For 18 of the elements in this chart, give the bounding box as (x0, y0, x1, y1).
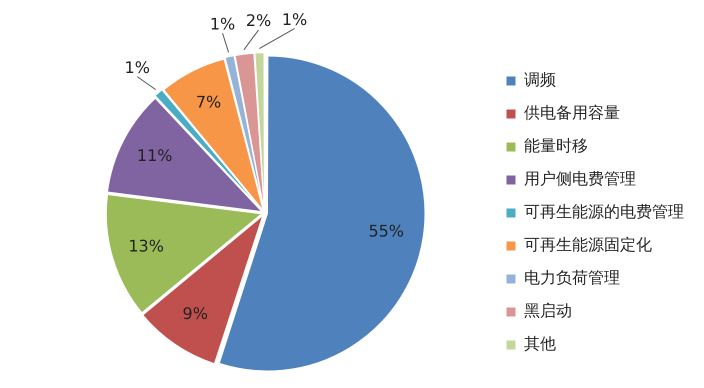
data-label: 13% (128, 236, 164, 256)
data-label: 7% (196, 92, 222, 112)
data-label: 1% (282, 10, 308, 29)
data-label: 2% (246, 11, 272, 30)
legend-label: 能量时移 (524, 136, 588, 156)
legend-label: 调频 (524, 70, 556, 90)
data-label: 1% (210, 14, 236, 34)
legend-label: 黑启动 (524, 301, 572, 320)
data-label: 11% (136, 146, 172, 166)
data-label: 9% (182, 304, 208, 324)
legend-label: 可再生能源的电费管理 (524, 202, 684, 222)
legend-label: 其他 (524, 334, 556, 354)
data-label: 1% (124, 58, 150, 77)
legend-label: 可再生能源固定化 (524, 235, 652, 254)
legend-label: 电力负荷管理 (524, 268, 620, 288)
legend-label: 供电备用容量 (524, 103, 620, 122)
data-label: 55% (368, 221, 404, 240)
legend-label: 用户侧电费管理 (524, 169, 636, 188)
